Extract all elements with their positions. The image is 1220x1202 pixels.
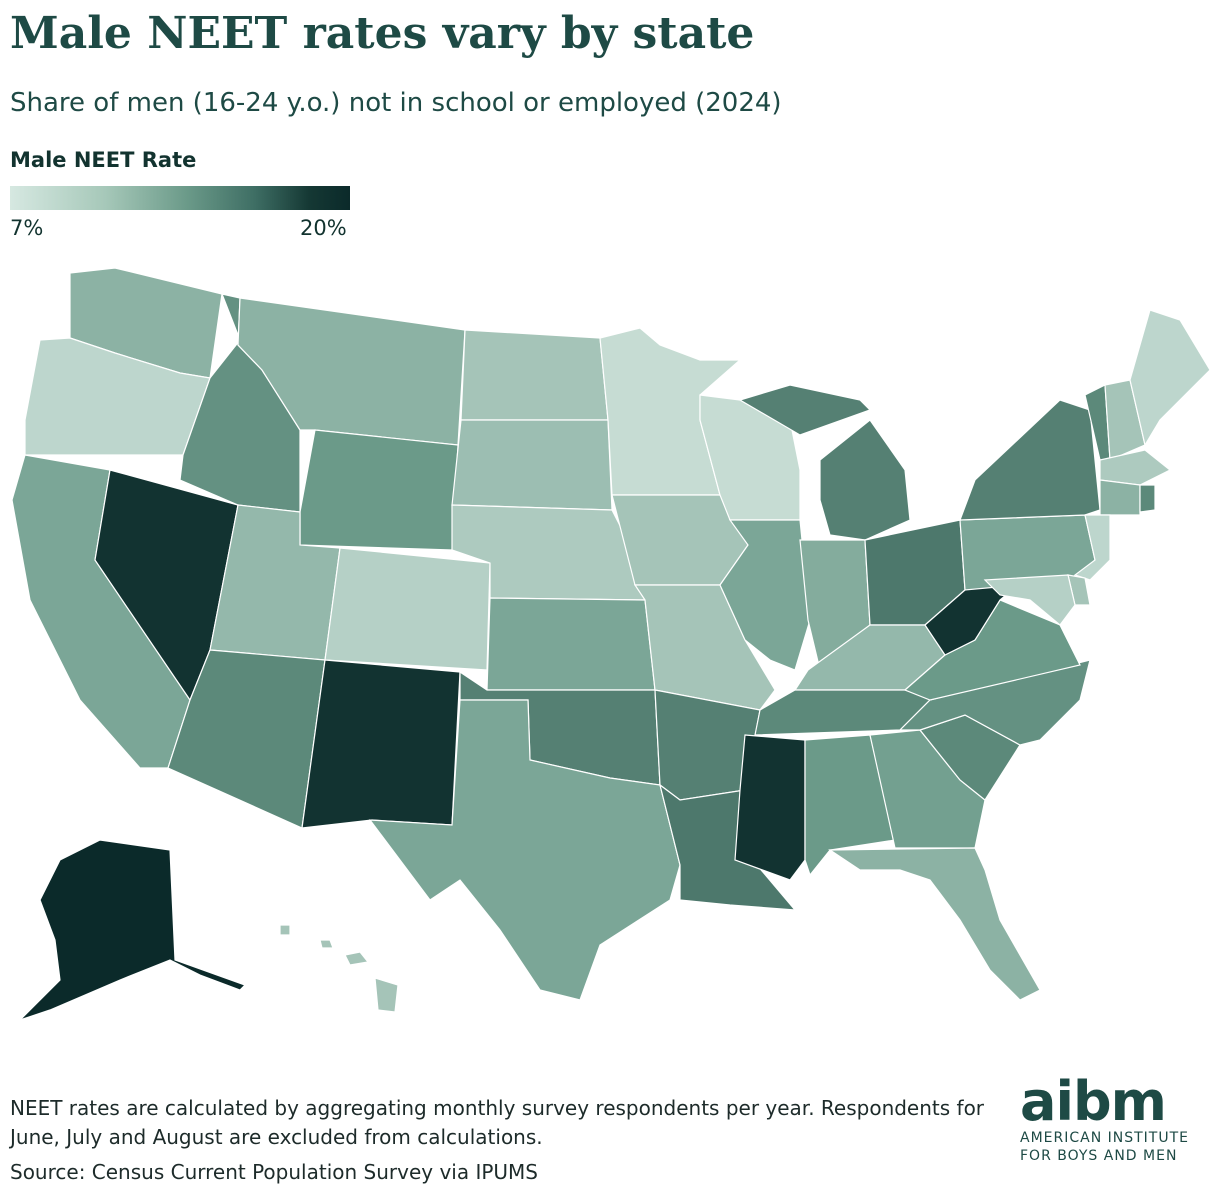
us-choropleth-map	[11, 267, 1211, 1021]
chart-subtitle: Share of men (16-24 y.o.) not in school …	[10, 88, 782, 118]
state-nj	[1073, 514, 1111, 581]
state-co	[324, 547, 491, 671]
state-md	[983, 574, 1076, 626]
legend-min-label: 7%	[10, 216, 44, 240]
state-ri	[1139, 484, 1156, 513]
legend-title: Male NEET Rate	[10, 148, 197, 172]
state-wy	[299, 429, 459, 551]
state-ny	[959, 399, 1101, 521]
state-sd	[451, 419, 613, 511]
source-note: Source: Census Current Population Survey…	[10, 1160, 538, 1184]
legend-max-label: 20%	[300, 216, 347, 240]
state-ct	[1099, 479, 1141, 516]
state-hi	[279, 924, 399, 1013]
state-fl	[828, 847, 1041, 1001]
aibm-logo: aibm	[1020, 1070, 1167, 1133]
state-ms	[734, 734, 806, 881]
logo-line-1: AMERICAN INSTITUTE	[1020, 1130, 1189, 1146]
state-me	[1129, 309, 1211, 447]
state-ks	[486, 597, 656, 691]
state-nm	[301, 659, 461, 829]
methodology-note: NEET rates are calculated by aggregating…	[10, 1096, 985, 1149]
state-mi	[738, 384, 911, 541]
state-nd	[460, 329, 609, 421]
chart-title: Male NEET rates vary by state	[10, 8, 755, 59]
legend-color-scale	[10, 186, 350, 210]
state-ma	[1099, 449, 1172, 486]
state-az	[167, 649, 326, 829]
state-tx	[368, 699, 681, 1001]
logo-line-2: FOR BOYS AND MEN	[1020, 1148, 1178, 1164]
state-ak	[19, 839, 247, 1021]
state-la	[659, 783, 797, 911]
